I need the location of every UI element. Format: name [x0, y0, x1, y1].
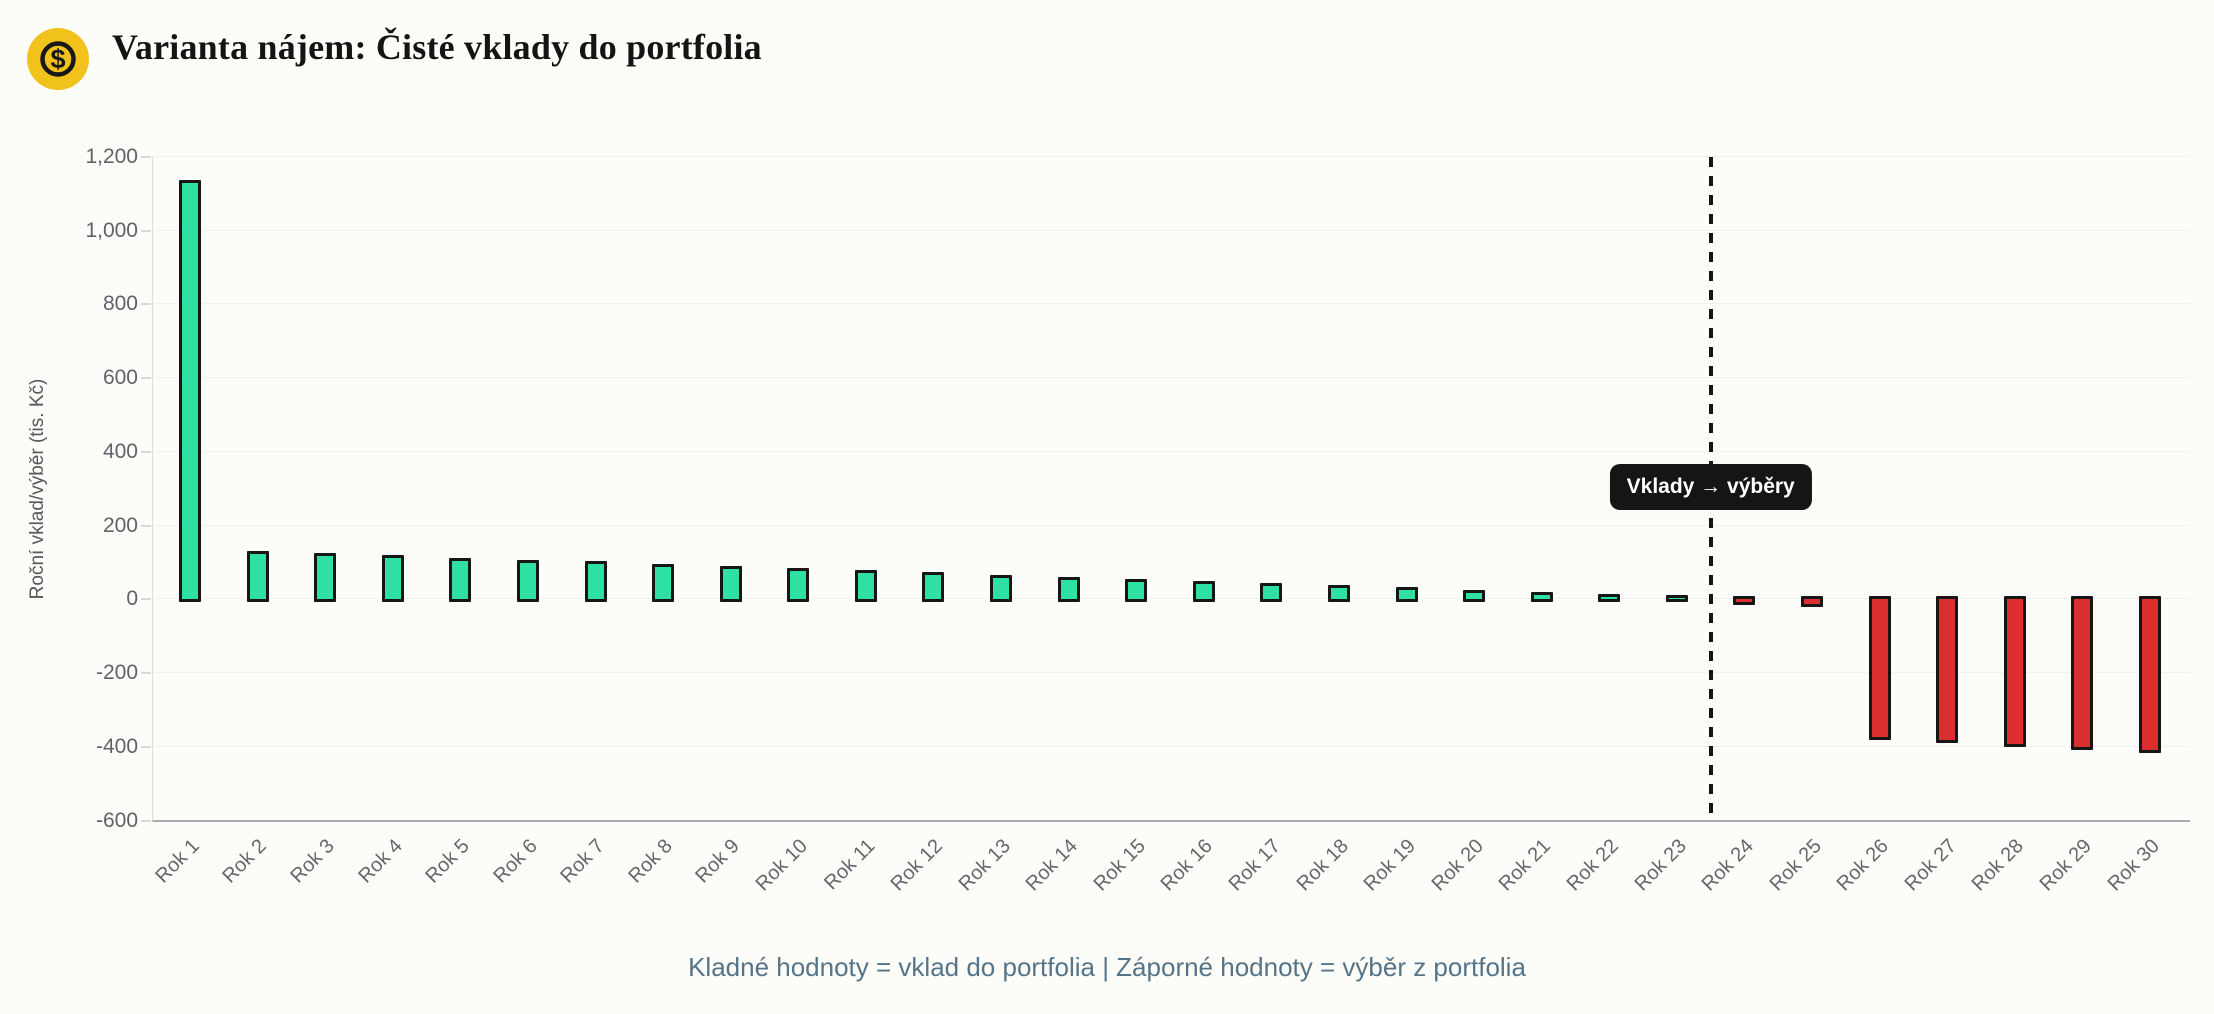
bar-rok-24[interactable] [1733, 596, 1756, 605]
y-tick-label-1200: 1,200 [85, 145, 138, 168]
y-tick-label--200: -200 [95, 661, 138, 685]
x-tick-label-3: Rok 3 [286, 834, 339, 888]
page-title: Varianta nájem: Čisté vklady do portfoli… [112, 27, 762, 67]
bar-rok-6[interactable] [516, 559, 539, 603]
x-tick-label-13: Rok 13 [954, 834, 1015, 895]
x-tick-label-2: Rok 2 [218, 834, 272, 888]
y-tick-label-1000: 1,000 [85, 218, 138, 242]
y-tick--600 [141, 819, 151, 822]
y-axis-title: Roční vklad/výběr (tis. Kč) [27, 378, 48, 600]
bar-rok-9[interactable] [719, 566, 742, 603]
x-tick-label-4: Rok 4 [353, 834, 407, 888]
bar-rok-5[interactable] [449, 557, 472, 603]
y-tick-label-800: 800 [102, 292, 138, 316]
x-tick-label-21: Rok 21 [1494, 834, 1556, 895]
x-tick-label-7: Rok 7 [556, 834, 610, 888]
bar-rok-8[interactable] [652, 563, 675, 603]
x-tick-label-24: Rok 24 [1697, 834, 1759, 895]
y-tick-0 [141, 598, 151, 601]
x-tick-label-29: Rok 29 [2035, 834, 2096, 895]
y-axis-line [152, 157, 153, 821]
x-tick-label-23: Rok 23 [1630, 834, 1691, 895]
gridline-y-600 [152, 377, 2190, 379]
x-tick-label-15: Rok 15 [1089, 834, 1150, 895]
bar-rok-13[interactable] [990, 574, 1013, 603]
bar-rok-12[interactable] [922, 572, 945, 603]
y-tick-label--600: -600 [95, 808, 138, 832]
y-tick-label-600: 600 [102, 366, 138, 390]
x-tick-label-6: Rok 6 [488, 834, 542, 888]
bar-rok-14[interactable] [1057, 576, 1080, 603]
y-tick-label-400: 400 [102, 439, 138, 463]
gridline-y-200 [152, 524, 2190, 526]
bar-rok-29[interactable] [2071, 596, 2094, 750]
x-tick-label-16: Rok 16 [1156, 834, 1218, 895]
y-tick-1200 [141, 156, 151, 158]
gridline-y--400 [152, 745, 2190, 747]
bar-rok-19[interactable] [1395, 587, 1418, 603]
x-tick-label-10: Rok 10 [751, 834, 812, 895]
gridline-y--600 [152, 819, 2190, 822]
x-tick-label-11: Rok 11 [820, 834, 880, 894]
y-tick-800 [141, 303, 151, 306]
dollar-coin-icon: $ [26, 27, 90, 91]
bar-rok-25[interactable] [1801, 596, 1824, 607]
bar-rok-7[interactable] [584, 561, 607, 603]
gridline-y-0 [152, 598, 2190, 600]
bar-rok-18[interactable] [1327, 585, 1350, 603]
bar-rok-23[interactable] [1665, 594, 1688, 603]
bar-rok-30[interactable] [2139, 596, 2161, 754]
y-tick--200 [141, 672, 151, 675]
gridline-y--200 [152, 672, 2190, 674]
x-tick-label-5: Rok 5 [421, 834, 474, 888]
x-tick-label-19: Rok 19 [1359, 834, 1421, 895]
y-tick-label-0: 0 [126, 587, 138, 611]
y-tick-200 [141, 524, 151, 527]
gridline-y-1000 [152, 229, 2190, 231]
y-tick-label--400: -400 [95, 734, 138, 758]
bar-rok-2[interactable] [246, 551, 269, 603]
x-tick-label-25: Rok 25 [1765, 834, 1826, 895]
bar-rok-1[interactable] [179, 179, 201, 603]
y-tick-label-200: 200 [102, 513, 138, 537]
bar-rok-26[interactable] [1868, 596, 1891, 740]
bar-rok-16[interactable] [1192, 580, 1215, 603]
x-tick-label-30: Rok 30 [2103, 834, 2164, 895]
bar-rok-28[interactable] [2003, 596, 2026, 747]
bar-rok-11[interactable] [854, 570, 877, 603]
y-tick-400 [141, 450, 151, 453]
x-tick-label-1: Rok 1 [151, 834, 204, 888]
bar-rok-27[interactable] [1936, 596, 1959, 744]
bar-rok-17[interactable] [1260, 582, 1283, 603]
bar-rok-10[interactable] [787, 568, 810, 603]
x-tick-label-28: Rok 28 [1968, 834, 2029, 895]
x-tick-label-18: Rok 18 [1292, 834, 1353, 895]
bar-rok-4[interactable] [381, 555, 404, 603]
bar-rok-15[interactable] [1125, 578, 1148, 603]
x-tick-label-22: Rok 22 [1562, 834, 1623, 895]
x-tick-label-20: Rok 20 [1427, 834, 1488, 895]
gridline-y-1200 [152, 156, 2190, 157]
y-tick-600 [141, 377, 151, 380]
header: $ Varianta nájem: Čisté vklady do portfo… [0, 0, 2214, 100]
x-tick-label-17: Rok 17 [1224, 834, 1285, 895]
x-tick-label-8: Rok 8 [624, 834, 677, 888]
chart-caption: Kladné hodnoty = vklad do portfolia | Zá… [688, 952, 1526, 982]
x-tick-label-12: Rok 12 [886, 834, 948, 895]
bar-rok-3[interactable] [314, 552, 337, 603]
bar-rok-20[interactable] [1463, 589, 1486, 603]
y-tick--400 [141, 745, 151, 748]
x-tick-label-26: Rok 26 [1832, 834, 1894, 895]
threshold-label: Vklady → výběry [1609, 464, 1812, 510]
x-tick-label-14: Rok 14 [1021, 834, 1083, 895]
y-tick-1000 [141, 229, 151, 232]
svg-text:$: $ [50, 44, 65, 74]
x-tick-label-9: Rok 9 [691, 834, 745, 888]
bar-rok-21[interactable] [1530, 592, 1553, 603]
gridline-y-800 [152, 303, 2190, 305]
gridline-y-400 [152, 450, 2190, 452]
x-tick-label-27: Rok 27 [1900, 834, 1961, 895]
bar-rok-22[interactable] [1598, 593, 1621, 603]
